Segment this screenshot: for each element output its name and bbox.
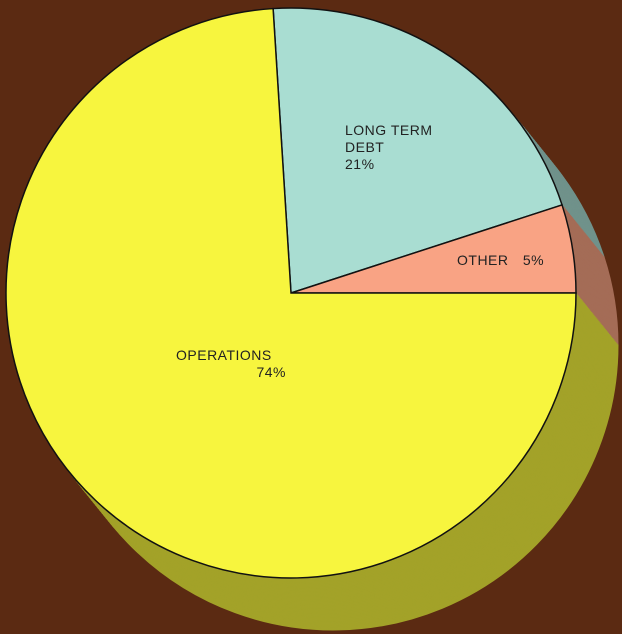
category-label: OTHER: [457, 252, 509, 268]
value-label: 74%: [256, 364, 286, 380]
slice: [5, 7, 577, 579]
slice-label: OPERATIONS 74%: [176, 347, 296, 381]
category-label: OPERATIONS: [176, 347, 272, 363]
slice: [272, 7, 563, 295]
slice-label: OTHER 5%: [457, 252, 544, 269]
category-label: LONG TERM DEBT: [345, 122, 433, 155]
value-label: 21%: [345, 156, 375, 172]
slice-label: LONG TERM DEBT 21%: [345, 122, 455, 173]
value-label: 5%: [522, 252, 545, 268]
